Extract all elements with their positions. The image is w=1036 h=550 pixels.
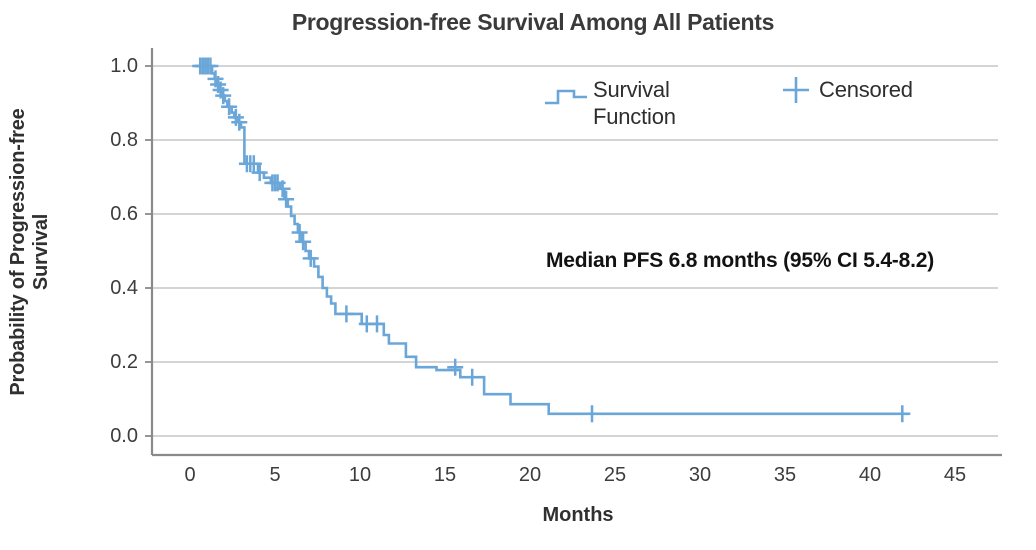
x-tick-label: 25 xyxy=(603,464,627,486)
y-tick-label: 1.0 xyxy=(110,55,138,77)
step-line-icon xyxy=(545,89,587,105)
x-tick-label: 5 xyxy=(269,464,281,486)
censor-mark xyxy=(202,57,219,75)
y-axis-title-line1: Probability of Progression-free xyxy=(7,108,29,396)
censor-mark xyxy=(447,358,464,376)
y-axis-title: Probability of Progression-free Survival xyxy=(7,52,57,452)
censor-mark xyxy=(369,315,385,333)
censor-mark xyxy=(215,87,232,105)
x-tick-label: 40 xyxy=(858,464,882,486)
x-tick-label: 35 xyxy=(773,464,797,486)
censor-mark xyxy=(274,180,291,198)
censor-mark xyxy=(894,405,911,423)
censor-mark xyxy=(291,224,308,241)
y-axis-title-line2: Survival xyxy=(30,213,52,291)
y-tick-label: 0.4 xyxy=(110,277,138,299)
censor-marks xyxy=(192,57,911,423)
legend-label-survival-function: Survival Function xyxy=(593,77,676,129)
censor-mark xyxy=(338,305,355,323)
censor-mark xyxy=(245,155,262,173)
x-tick-label: 30 xyxy=(688,464,712,486)
median-pfs-annotation: Median PFS 6.8 months (95% CI 5.4-8.2) xyxy=(545,249,934,272)
y-tick-label: 0.2 xyxy=(110,351,138,373)
x-tick-label: 15 xyxy=(433,464,457,486)
y-tick-label: 0.0 xyxy=(110,425,138,447)
legend-label-censored: Censored xyxy=(819,77,913,102)
censor-mark xyxy=(278,190,295,208)
censor-mark xyxy=(464,368,481,386)
x-axis-title: Months xyxy=(542,504,614,526)
legend-item-survival-function: Survival Function xyxy=(543,76,723,130)
y-tick-label: 0.6 xyxy=(110,203,138,225)
censored-plus-icon xyxy=(783,77,809,103)
legend-item-censored: Censored xyxy=(779,76,913,106)
censor-mark xyxy=(231,113,248,131)
x-tick-label: 20 xyxy=(518,464,542,486)
x-tick-label: 0 xyxy=(184,464,196,486)
censor-mark xyxy=(302,249,319,267)
survival-curve xyxy=(194,64,910,416)
censor-mark xyxy=(295,233,312,251)
censor-mark xyxy=(221,98,238,116)
censor-mark xyxy=(251,164,268,182)
censor-mark xyxy=(584,405,600,423)
x-tick-label: 45 xyxy=(943,464,967,486)
y-tick-label: 0.8 xyxy=(110,129,138,151)
x-tick-label: 10 xyxy=(348,464,372,486)
chart-title: Progression-free Survival Among All Pati… xyxy=(291,9,775,35)
